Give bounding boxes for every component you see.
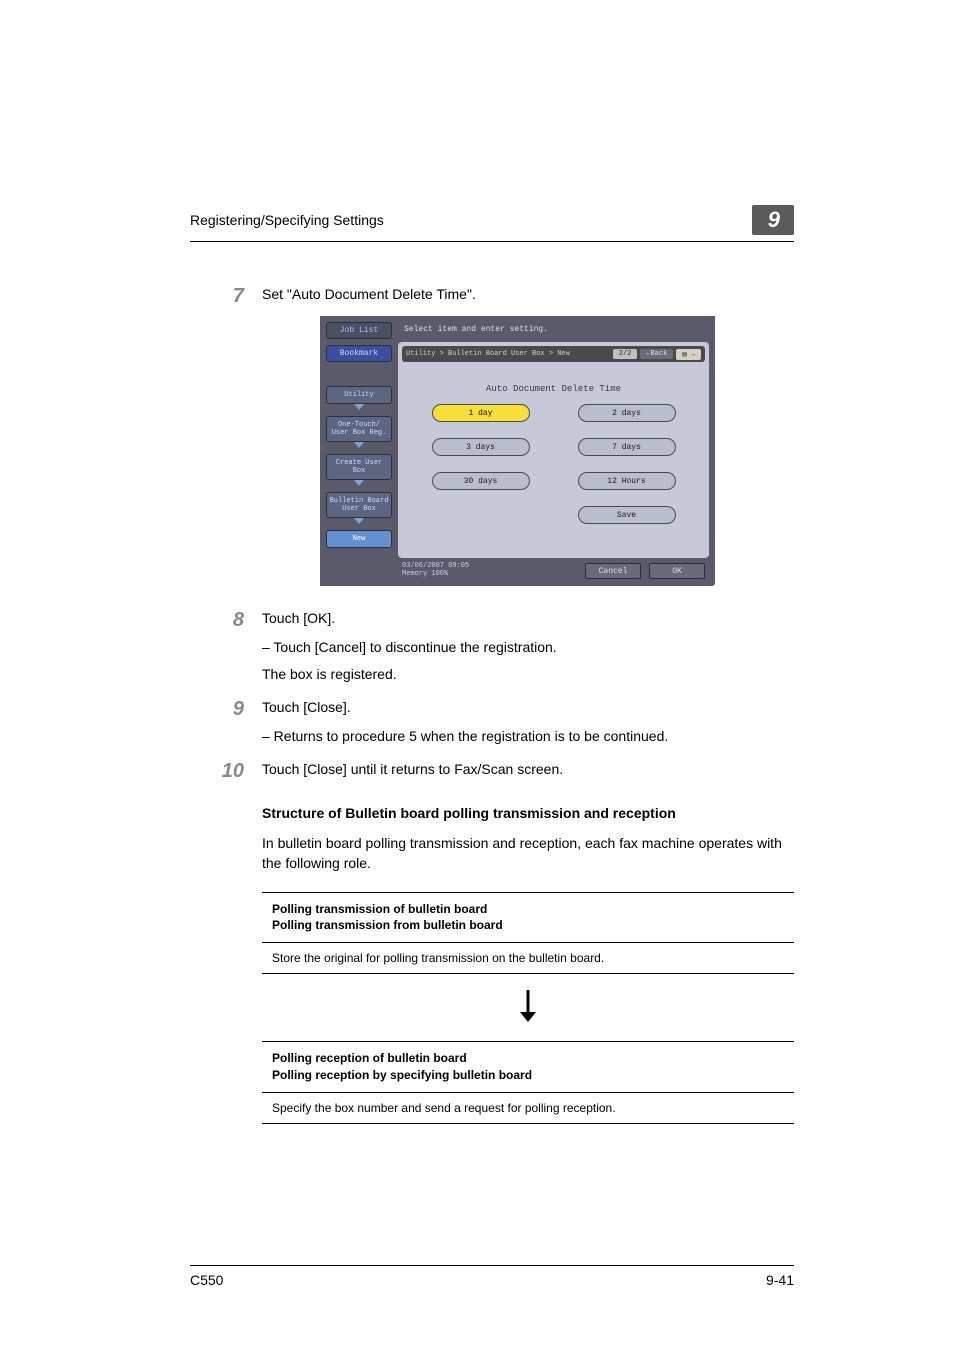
arrow-down-icon [262,988,794,1027]
option-30-days[interactable]: 30 days [432,472,530,490]
section-heading: Structure of Bulletin board polling tran… [262,805,794,821]
table2-header-1: Polling reception of bulletin board [272,1050,784,1067]
chevron-down-icon [354,404,364,410]
back-button[interactable]: ←Back [640,349,673,359]
section-paragraph: In bulletin board polling transmission a… [262,833,794,874]
option-2-days[interactable]: 2 days [578,404,676,422]
step-9-sub: – Returns to procedure 5 when the regist… [262,726,794,747]
table-polling-transmission: Polling transmission of bulletin board P… [262,892,794,975]
header-rule [190,241,794,242]
step-8-number: 8 [190,608,244,685]
chevron-down-icon [354,442,364,448]
table1-header-1: Polling transmission of bulletin board [272,901,784,918]
page-indicator: 2/2 [613,349,638,359]
cancel-button[interactable]: Cancel [585,563,641,579]
chevron-down-icon [354,518,364,524]
footer-left: C550 [190,1272,223,1288]
sidebar-bulletin-board[interactable]: Bulletin Board User Box [326,492,392,518]
table1-row: Store the original for polling transmiss… [262,943,794,974]
sidebar-create-user-box[interactable]: Create User Box [326,454,392,480]
breadcrumb: Utility > Bulletin Board User Box > New [406,350,570,358]
option-1-day[interactable]: 1 day [432,404,530,422]
step-9-number: 9 [190,697,244,747]
forward-button[interactable]: ▤ → [676,349,701,360]
step-10-number: 10 [190,759,244,781]
ss-top-instruction: Select item and enter setting. [404,325,548,334]
step-10-text: Touch [Close] until it returns to Fax/Sc… [262,759,794,781]
sidebar-utility[interactable]: Utility [326,386,392,404]
table2-row: Specify the box number and send a reques… [262,1092,794,1123]
header-title: Registering/Specifying Settings [190,212,384,228]
step-8-plain: The box is registered. [262,664,794,685]
option-7-days[interactable]: 7 days [578,438,676,456]
table-polling-reception: Polling reception of bulletin board Poll… [262,1041,794,1124]
status-memory: Memory 100% [402,571,469,579]
step-8-sub: – Touch [Cancel] to discontinue the regi… [262,637,794,658]
footer-rule [190,1265,794,1266]
chapter-number: 9 [752,205,794,235]
chevron-down-icon [354,480,364,486]
step-9-text: Touch [Close]. [262,697,794,718]
step-7-number: 7 [190,284,244,306]
screenshot-figure: Select item and enter setting. Job List … [320,316,794,586]
panel-title: Auto Document Delete Time [398,384,709,394]
sidebar-new[interactable]: New [326,530,392,548]
option-save[interactable]: Save [578,506,676,524]
sidebar-onetouch[interactable]: One-Touch/ User Box Reg. [326,416,392,442]
ok-button[interactable]: OK [649,563,705,579]
tab-job-list[interactable]: Job List [326,322,392,339]
step-8-text: Touch [OK]. [262,608,794,629]
step-7-text: Set "Auto Document Delete Time". [262,284,794,306]
tab-bookmark[interactable]: Bookmark [326,345,392,362]
table1-header-2: Polling transmission from bulletin board [272,917,784,934]
table2-header-2: Polling reception by specifying bulletin… [272,1067,784,1084]
option-12-hours[interactable]: 12 Hours [578,472,676,490]
footer-right: 9-41 [766,1272,794,1288]
option-3-days[interactable]: 3 days [432,438,530,456]
